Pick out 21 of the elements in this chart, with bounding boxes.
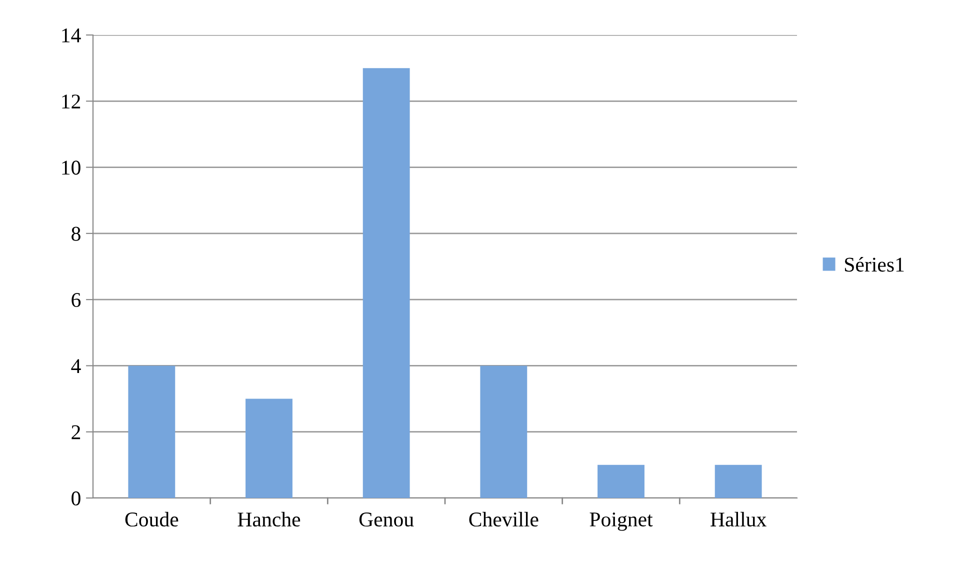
y-tick-label: 10 — [62, 160, 80, 175]
x-tick-label: Cheville — [469, 512, 538, 527]
bar — [598, 464, 644, 498]
y-tick-label: 14 — [62, 28, 81, 42]
bar — [714, 464, 762, 498]
legend-label: Séries1 — [845, 257, 904, 272]
x-tick-label: Hanche — [238, 512, 300, 527]
x-tick-label: Poignet — [590, 512, 653, 531]
x-tick-label: Hallux — [710, 512, 766, 527]
y-tick-label: 6 — [72, 293, 81, 308]
y-tick-label: 12 — [62, 94, 80, 108]
y-tick-label: 8 — [72, 226, 80, 241]
x-tick-label: Genou — [359, 512, 414, 527]
bar — [362, 68, 410, 498]
x-tick-label: Coude — [125, 512, 178, 527]
y-tick-label: 2 — [72, 425, 80, 440]
y-tick-label: 4 — [71, 359, 81, 373]
bar — [480, 366, 528, 498]
bar — [246, 398, 292, 498]
y-tick-label: 0 — [72, 491, 80, 506]
bar — [128, 366, 176, 498]
